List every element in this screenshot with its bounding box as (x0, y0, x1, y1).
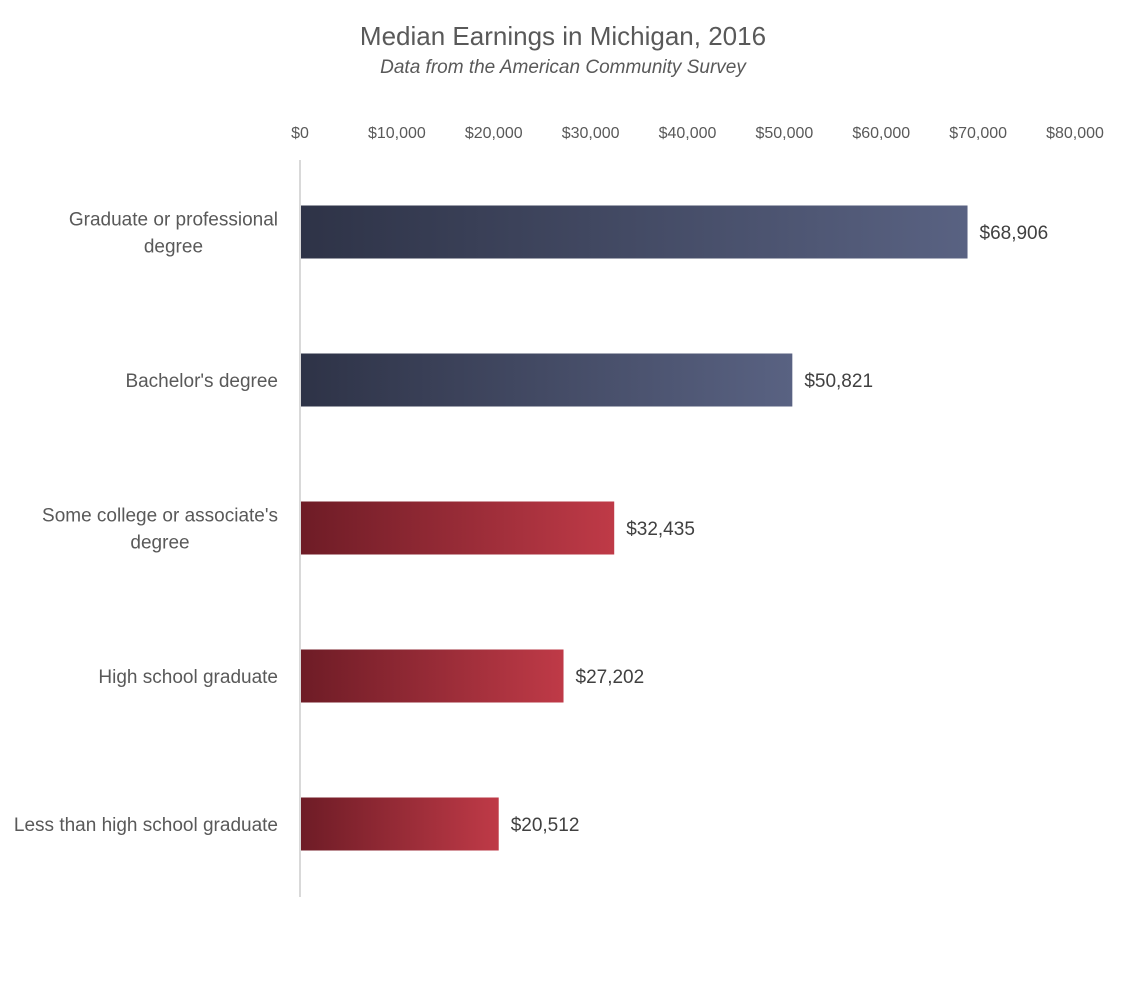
chart-subtitle: Data from the American Community Survey (380, 57, 747, 78)
bar (301, 501, 615, 555)
x-tick-label: $70,000 (949, 125, 1007, 142)
bars: $68,906 Graduate or professional degree $50… (14, 205, 1049, 851)
category-label: Less than high school graduate (14, 815, 278, 836)
x-tick-label: $10,000 (368, 125, 426, 142)
x-tick-label: $0 (291, 125, 309, 142)
x-axis-ticks: $0 $10,000 $20,000 $30,000 $40,000 $50,000 $60… (291, 125, 1104, 142)
x-tick-label: $60,000 (852, 125, 910, 142)
bar (301, 353, 793, 407)
category-label: Graduate or professional degree (69, 210, 278, 258)
x-tick-label: $80,000 (1046, 125, 1104, 142)
data-label: $50,821 (804, 371, 873, 392)
category-label: Some college or associate's degree (42, 506, 278, 554)
bar (301, 205, 968, 259)
category-label: Bachelor's degree (125, 371, 278, 392)
bar (301, 797, 499, 851)
x-tick-label: $30,000 (562, 125, 620, 142)
x-tick-label: $50,000 (755, 125, 813, 142)
data-label: $68,906 (980, 223, 1049, 244)
data-label: $20,512 (511, 815, 580, 836)
x-tick-label: $20,000 (465, 125, 523, 142)
x-tick-label: $40,000 (659, 125, 717, 142)
data-label: $27,202 (576, 667, 645, 688)
data-label: $32,435 (626, 519, 695, 540)
chart-title: Median Earnings in Michigan, 2016 (360, 21, 766, 51)
category-label: High school graduate (98, 667, 278, 688)
bar (301, 649, 564, 703)
